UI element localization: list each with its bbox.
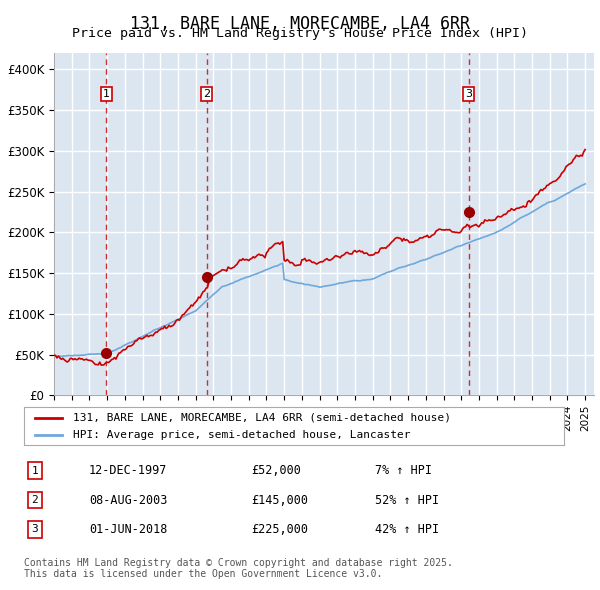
Text: £225,000: £225,000 — [251, 523, 308, 536]
Text: 2: 2 — [31, 495, 38, 505]
Text: Price paid vs. HM Land Registry's House Price Index (HPI): Price paid vs. HM Land Registry's House … — [72, 27, 528, 40]
Text: 2: 2 — [203, 89, 210, 99]
Text: 1: 1 — [31, 466, 38, 476]
Text: 7% ↑ HPI: 7% ↑ HPI — [375, 464, 432, 477]
Text: 131, BARE LANE, MORECAMBE, LA4 6RR: 131, BARE LANE, MORECAMBE, LA4 6RR — [130, 15, 470, 33]
Text: 3: 3 — [465, 89, 472, 99]
Text: HPI: Average price, semi-detached house, Lancaster: HPI: Average price, semi-detached house,… — [73, 430, 410, 440]
Text: 52% ↑ HPI: 52% ↑ HPI — [375, 493, 439, 507]
Text: 08-AUG-2003: 08-AUG-2003 — [89, 493, 167, 507]
Text: 3: 3 — [31, 525, 38, 534]
Text: Contains HM Land Registry data © Crown copyright and database right 2025.
This d: Contains HM Land Registry data © Crown c… — [24, 558, 453, 579]
Text: 01-JUN-2018: 01-JUN-2018 — [89, 523, 167, 536]
Text: £52,000: £52,000 — [251, 464, 301, 477]
Text: 1: 1 — [103, 89, 110, 99]
Text: £145,000: £145,000 — [251, 493, 308, 507]
Text: 12-DEC-1997: 12-DEC-1997 — [89, 464, 167, 477]
Text: 131, BARE LANE, MORECAMBE, LA4 6RR (semi-detached house): 131, BARE LANE, MORECAMBE, LA4 6RR (semi… — [73, 413, 451, 423]
Text: 42% ↑ HPI: 42% ↑ HPI — [375, 523, 439, 536]
